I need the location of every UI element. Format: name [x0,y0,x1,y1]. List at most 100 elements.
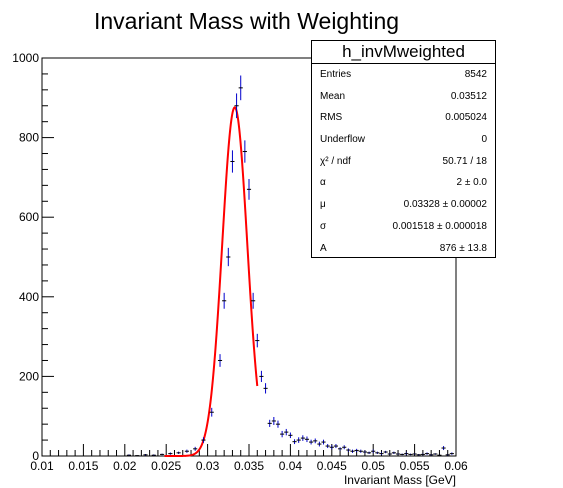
gaussian-fit-line [164,106,259,457]
data-point [412,453,417,455]
x-axis-label: Invariant Mass [GeV] [344,473,456,487]
data-point [313,438,318,444]
stats-row-amplitude: A 876 ± 13.8 [312,238,495,260]
data-point [338,447,343,451]
stats-value: 0.03328 ± 0.00002 [403,199,487,211]
stats-box-title: h_invMweighted [312,41,495,64]
data-point [230,150,235,173]
data-point [329,445,334,450]
data-point [354,448,359,453]
stats-label: μ [320,199,326,211]
data-point [159,453,165,456]
x-tick-label: 0.045 [317,459,347,473]
data-point [296,437,301,443]
data-point [176,451,181,455]
data-point [416,454,421,456]
data-point [437,454,442,456]
y-tick-label: 400 [19,290,39,304]
x-tick-label: 0.035 [234,459,264,473]
stats-value: 876 ± 13.8 [439,242,487,254]
data-point [259,370,264,382]
stats-label: RMS [320,112,343,124]
data-point [424,452,430,455]
x-tick-label: 0.02 [113,459,137,473]
stats-value: 2 ± 0.0 [456,177,487,189]
stats-row-rms: RMS 0.005024 [312,107,495,129]
y-tick-label: 600 [19,210,39,224]
data-point [321,439,326,445]
stats-row-underflow: Underflow 0 [312,129,495,151]
x-tick-label: 0.01 [30,459,54,473]
data-point [300,435,305,441]
stats-label: χ² / ndf [320,155,351,167]
data-point [441,446,446,451]
data-point [362,450,367,454]
data-point [242,140,247,163]
data-point [333,444,339,449]
y-axis-ticks: 0 200 400 600 800 1000 [12,51,54,463]
data-point [387,453,392,455]
data-point [143,454,148,456]
chart-title: Invariant Mass with Weighting [94,8,400,34]
stats-label: σ [320,220,327,232]
data-point [304,436,310,443]
data-point [408,453,413,456]
stats-label: Entries [320,69,352,80]
data-point [429,454,434,456]
data-point [433,453,438,455]
stats-row-sigma: σ 0.001518 ± 0.000018 [312,216,495,238]
data-point [342,445,347,450]
data-point [395,453,401,455]
data-point [325,444,330,449]
data-point [201,437,206,443]
data-point [358,449,363,453]
data-point [267,419,272,427]
data-point [375,451,380,455]
stats-box: h_invMweighted Entries 8542 Mean 0.03512… [311,40,496,258]
x-tick-label: 0.03 [196,459,220,473]
data-point [371,449,376,453]
x-tick-label: 0.05 [362,459,386,473]
data-point [366,451,372,455]
data-point [379,452,384,455]
data-point [226,247,231,267]
stats-row-chi2: χ² / ndf 50.71 / 18 [312,151,495,173]
data-point [217,354,223,367]
stats-label: Underflow [320,134,366,146]
data-point [238,75,243,101]
data-point [255,333,260,348]
y-tick-label: 1000 [12,51,39,65]
data-point [271,416,276,425]
data-points-group [126,75,454,457]
data-point [209,407,214,417]
x-tick-label: 0.025 [151,459,181,473]
stats-label: α [320,177,326,189]
stats-label: A [320,242,327,254]
x-tick-label: 0.04 [279,459,303,473]
data-point [246,178,252,200]
data-point [391,451,396,455]
x-tick-label: 0.055 [400,459,430,473]
data-point [126,454,132,456]
data-point [445,454,450,456]
data-point [275,420,281,428]
stats-value: 0 [481,134,487,146]
x-axis-ticks: 0.01 0.015 0.02 0.025 0.03 0.035 0.04 0.045 0.05… [30,444,468,473]
data-point [346,448,351,452]
stats-value: 0.005024 [445,112,487,124]
stats-value: 0.03512 [450,90,487,102]
x-tick-label: 0.06 [444,459,468,473]
stats-row-mean: Mean 0.03512 [312,86,495,108]
data-point [193,446,198,451]
data-point [292,439,297,445]
data-point [383,450,388,454]
data-point [234,93,239,119]
data-point [400,453,405,456]
stats-label: Mean [320,90,346,102]
stats-value: 50.71 / 18 [442,155,487,167]
data-point [184,449,189,453]
data-point [284,428,289,436]
data-point [251,292,256,309]
stats-value: 0.001518 ± 0.000018 [392,220,487,232]
